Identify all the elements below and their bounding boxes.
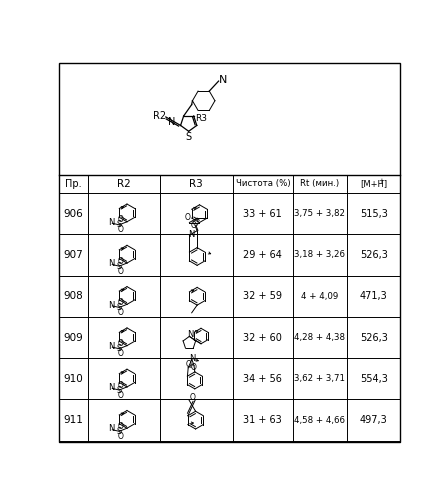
Text: 526,3: 526,3: [360, 250, 388, 260]
Text: 497,3: 497,3: [360, 415, 388, 425]
Text: 526,3: 526,3: [360, 332, 388, 342]
Text: +: +: [379, 178, 384, 184]
Text: 3,18 + 3,26: 3,18 + 3,26: [294, 250, 345, 260]
Text: R3: R3: [195, 114, 207, 123]
Text: 4,58 + 4,66: 4,58 + 4,66: [294, 416, 345, 424]
Text: N: N: [108, 424, 115, 434]
Text: N: N: [108, 383, 115, 392]
Text: N: N: [108, 218, 115, 227]
Text: O: O: [190, 362, 196, 372]
Text: S: S: [116, 303, 122, 312]
Text: Rt (мин.): Rt (мин.): [301, 180, 340, 188]
Text: S: S: [116, 262, 122, 270]
Text: O: O: [118, 349, 124, 358]
Text: S: S: [185, 132, 192, 142]
Text: O: O: [118, 339, 124, 348]
Text: R2: R2: [153, 111, 166, 121]
Text: O: O: [118, 422, 124, 431]
Text: [M+H]: [M+H]: [360, 180, 387, 188]
Text: O: O: [118, 298, 124, 307]
Text: R3: R3: [190, 179, 203, 189]
Text: N: N: [187, 330, 194, 340]
Text: 32 + 60: 32 + 60: [243, 332, 282, 342]
Text: O: O: [191, 221, 197, 230]
Text: O: O: [118, 432, 124, 441]
Text: 4,28 + 4,38: 4,28 + 4,38: [294, 333, 345, 342]
Text: N: N: [189, 230, 195, 239]
Text: 3,75 + 3,82: 3,75 + 3,82: [294, 209, 345, 218]
Text: O: O: [118, 308, 124, 317]
Text: 906: 906: [64, 208, 83, 218]
Text: N: N: [219, 76, 227, 86]
Text: 907: 907: [64, 250, 83, 260]
Text: O: O: [185, 212, 190, 222]
Text: 32 + 59: 32 + 59: [243, 292, 282, 302]
Text: O: O: [189, 393, 195, 402]
Text: 34 + 56: 34 + 56: [243, 374, 282, 384]
Text: 3,62 + 3,71: 3,62 + 3,71: [294, 374, 345, 384]
Text: N: N: [189, 354, 195, 363]
Text: O: O: [118, 380, 124, 390]
Text: 471,3: 471,3: [360, 292, 388, 302]
Text: O: O: [118, 216, 124, 224]
Text: 911: 911: [64, 415, 83, 425]
Text: O: O: [192, 219, 198, 228]
Text: R2: R2: [117, 179, 131, 189]
Text: N: N: [168, 117, 175, 127]
Text: Пр.: Пр.: [65, 179, 82, 189]
Text: 909: 909: [64, 332, 83, 342]
Text: 4 + 4,09: 4 + 4,09: [302, 292, 339, 301]
Text: 910: 910: [64, 374, 83, 384]
Text: O: O: [118, 256, 124, 266]
Text: S: S: [116, 344, 122, 353]
Text: 31 + 63: 31 + 63: [243, 415, 282, 425]
Text: Чистота (%): Чистота (%): [236, 180, 290, 188]
Text: O: O: [118, 390, 124, 400]
Text: O: O: [118, 266, 124, 276]
Text: O: O: [186, 360, 192, 370]
Text: 29 + 64: 29 + 64: [243, 250, 282, 260]
Text: 33 + 61: 33 + 61: [243, 208, 282, 218]
Text: S: S: [116, 427, 122, 436]
Text: S: S: [116, 220, 122, 230]
Text: O: O: [118, 226, 124, 234]
Text: 554,3: 554,3: [360, 374, 388, 384]
Text: S: S: [116, 386, 122, 394]
Text: N: N: [108, 300, 115, 310]
Text: N: N: [108, 260, 115, 268]
Text: 908: 908: [64, 292, 83, 302]
Text: 515,3: 515,3: [360, 208, 388, 218]
Text: N: N: [108, 342, 115, 351]
